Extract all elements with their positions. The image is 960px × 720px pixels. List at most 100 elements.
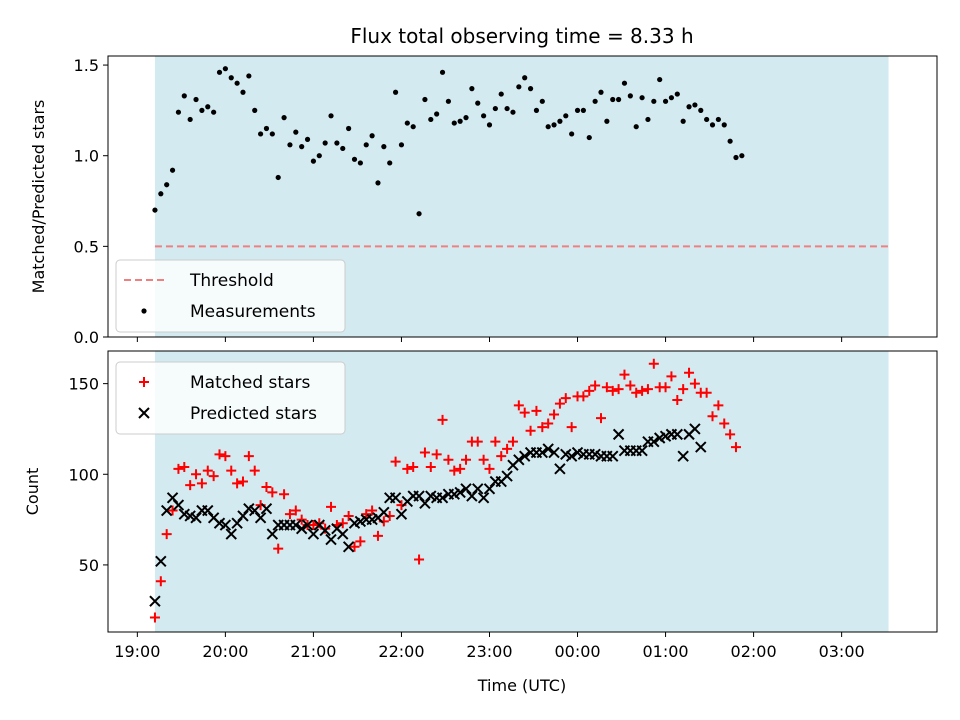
data-point — [713, 400, 724, 411]
data-point — [519, 407, 530, 418]
data-point — [607, 450, 619, 462]
data-point — [226, 465, 237, 476]
y-tick-label: 100 — [68, 465, 99, 484]
data-point — [502, 443, 513, 454]
data-point — [513, 400, 524, 411]
data-point — [616, 96, 622, 103]
data-point — [208, 471, 219, 482]
data-point — [342, 541, 355, 553]
data-point — [592, 98, 598, 104]
data-point — [715, 116, 721, 123]
data-point — [648, 435, 660, 448]
data-point — [363, 142, 369, 148]
data-point — [674, 91, 680, 97]
ratio-y-axis-label: Matched/Predicted stars — [29, 100, 48, 294]
data-point — [543, 418, 554, 429]
data-point — [228, 75, 234, 81]
data-point — [202, 465, 213, 476]
data-point — [504, 105, 510, 112]
data-point — [668, 95, 675, 101]
data-point — [625, 380, 636, 391]
data-point — [431, 449, 442, 460]
data-point — [308, 520, 319, 531]
data-point — [642, 384, 653, 395]
data-point — [451, 120, 457, 126]
data-point — [536, 446, 549, 459]
data-point — [671, 428, 684, 441]
data-point — [739, 153, 745, 159]
data-point — [414, 554, 425, 565]
data-point — [719, 418, 730, 429]
data-point — [139, 377, 149, 387]
data-point — [490, 436, 501, 447]
data-point — [375, 180, 381, 186]
data-point — [390, 456, 401, 467]
y-tick-label: 1.0 — [74, 147, 99, 166]
data-point — [267, 487, 278, 498]
count-x-ticks: 19:00 20:00 21:00 22:00 23:00 00:00 01:00 02:00… — [114, 632, 865, 661]
x-tick-label: 22:00 — [378, 642, 424, 661]
data-point — [367, 505, 378, 516]
data-point — [484, 463, 495, 474]
data-point — [701, 387, 712, 398]
data-point — [205, 104, 211, 110]
data-point — [232, 478, 243, 489]
data-point — [698, 107, 704, 113]
data-point — [295, 522, 308, 535]
data-point — [290, 519, 302, 531]
legend-label: Predicted stars — [190, 404, 317, 424]
data-point — [220, 451, 231, 462]
data-point — [695, 441, 707, 453]
data-point — [584, 385, 595, 396]
data-point — [214, 449, 225, 460]
data-point — [310, 158, 317, 164]
data-point — [408, 462, 419, 473]
data-point — [211, 109, 217, 115]
data-point — [334, 140, 340, 146]
data-point — [314, 518, 325, 529]
data-point — [486, 122, 493, 128]
data-point — [563, 113, 569, 119]
data-point — [621, 80, 628, 86]
data-point — [273, 543, 284, 554]
data-point — [590, 380, 601, 391]
y-tick-label: 0.0 — [74, 328, 99, 347]
data-point — [249, 465, 260, 476]
data-point — [169, 167, 176, 173]
data-point — [492, 105, 498, 112]
count-y-axis-label: Count — [23, 468, 42, 516]
data-point — [340, 145, 346, 152]
data-point — [595, 413, 606, 424]
x-tick-label: 23:00 — [466, 642, 512, 661]
data-point — [537, 422, 548, 433]
data-point — [436, 492, 449, 504]
data-point — [566, 422, 577, 433]
data-point — [578, 391, 589, 402]
data-point — [199, 107, 205, 113]
data-point — [346, 125, 352, 132]
data-point — [648, 358, 659, 369]
data-point — [507, 436, 518, 447]
data-point — [680, 118, 686, 124]
data-point — [404, 120, 410, 126]
data-point — [545, 124, 551, 130]
data-point — [287, 142, 293, 148]
data-point — [355, 536, 366, 547]
data-point — [481, 113, 487, 119]
data-point — [322, 140, 328, 146]
data-point — [284, 509, 295, 520]
data-point — [299, 144, 305, 150]
x-tick-label: 00:00 — [554, 642, 600, 661]
data-point — [378, 506, 390, 519]
data-point — [557, 118, 563, 124]
data-point — [443, 454, 454, 465]
data-point — [263, 125, 270, 132]
count-axes-frame — [107, 350, 938, 633]
data-point — [498, 91, 504, 97]
data-point — [601, 382, 612, 393]
data-point — [149, 595, 161, 607]
data-point — [155, 576, 166, 587]
data-point — [138, 407, 150, 419]
data-point — [730, 442, 741, 453]
data-point — [619, 369, 630, 380]
